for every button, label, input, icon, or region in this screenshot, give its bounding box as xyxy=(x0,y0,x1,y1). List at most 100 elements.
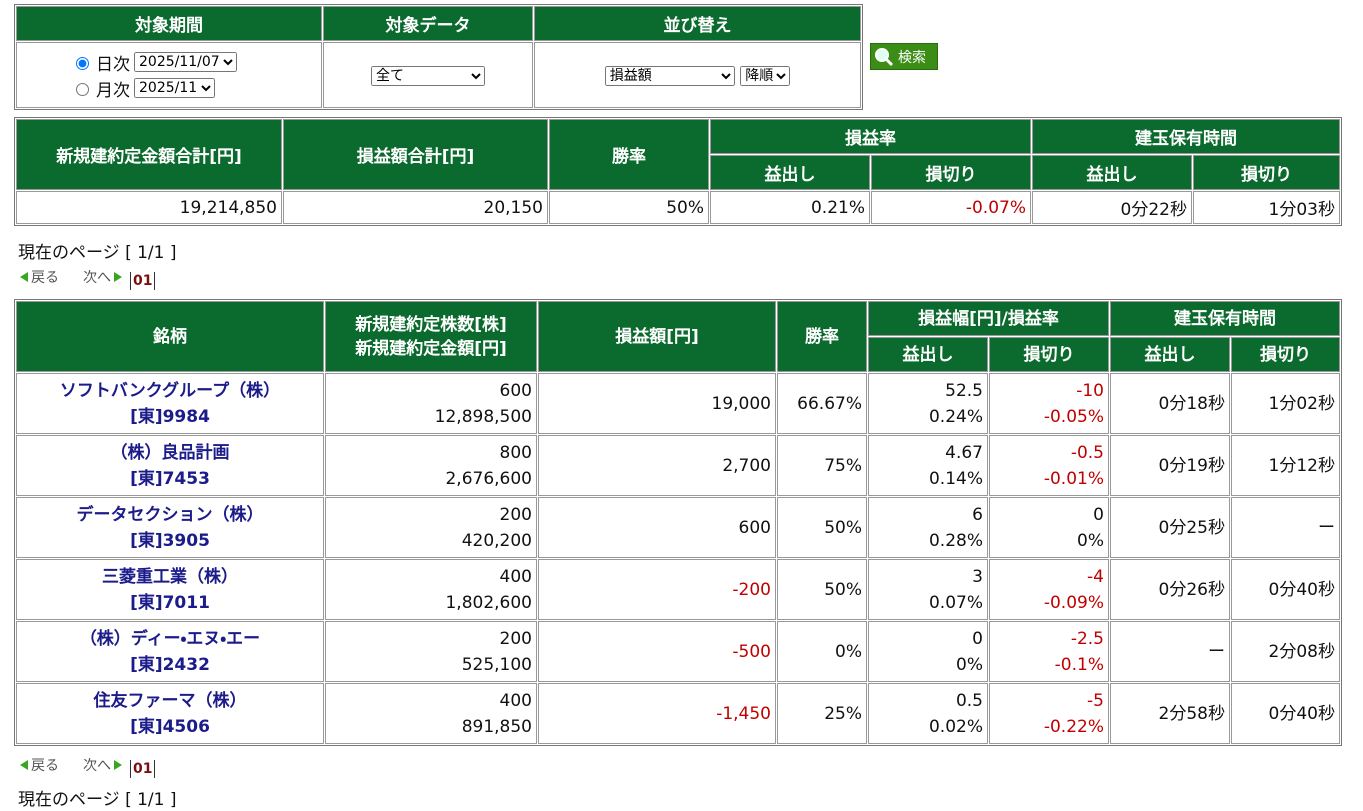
row: データセクション（株） [東]3905 200 420,200 600 50% 6 0.28%… xyxy=(16,497,1340,558)
stock-link-line[interactable]: データセクション（株） xyxy=(76,504,264,525)
row: ソフトバンクグループ（株） [東]9984 600 12,898,500 19,000 6… xyxy=(16,373,1340,434)
date-select[interactable]: 2025/11/07 xyxy=(134,52,237,72)
radio-label: 月次 xyxy=(96,80,130,101)
loss-width: -0.5 -0.01% xyxy=(989,435,1109,496)
subheader: 益出し xyxy=(1110,337,1230,372)
summary-table: 新規建約定金額合計[円] 損益額合計[円] 勝率 損益率 建玉保有時間 益出し … xyxy=(14,117,1342,226)
stock-link[interactable]: 三菱重工業（株） [東]7011 xyxy=(16,559,324,620)
stock-link[interactable]: ソフトバンクグループ（株） [東]9984 xyxy=(16,373,324,434)
stock-link-line[interactable]: [東]9984 xyxy=(130,406,210,427)
stock-link-line[interactable]: [東]7453 xyxy=(130,468,210,489)
pnl: 19,000 xyxy=(538,373,776,434)
hold-time: 2分58秒 xyxy=(1110,683,1230,744)
loss-width: -10 -0.05% xyxy=(989,373,1109,434)
header-line: 新規建約定株数[株] xyxy=(355,314,507,335)
stock-link-line[interactable]: [東]4506 xyxy=(130,716,210,737)
summary-value: 50% xyxy=(549,191,709,224)
search-label: 検索 xyxy=(898,49,926,66)
shares-amount: 200 420,200 xyxy=(325,497,537,558)
prev-icon xyxy=(20,272,28,282)
radio[interactable] xyxy=(76,83,89,96)
stock-link[interactable]: 住友ファーマ（株） [東]4506 xyxy=(16,683,324,744)
loss-width-line: -0.01% xyxy=(1043,468,1104,489)
header: 新規建約定株数[株] 新規建約定金額[円] xyxy=(325,301,537,372)
subheader: 損切り xyxy=(1193,155,1340,190)
header: 建玉保有時間 xyxy=(1110,301,1340,336)
shares-amount: 200 525,100 xyxy=(325,621,537,682)
period-row: 月次 2025/11 xyxy=(71,75,317,101)
hold-time: 1分12秒 xyxy=(1231,435,1340,496)
hold-time: 2分08秒 xyxy=(1231,621,1340,682)
page-link[interactable]: 01 xyxy=(130,760,156,778)
win-rate: 25% xyxy=(777,683,867,744)
stock-link[interactable]: （株）ディー・エヌ・エー [東]2432 xyxy=(16,621,324,682)
stock-link-line[interactable]: [東]3905 xyxy=(130,530,210,551)
stock-link[interactable]: データセクション（株） [東]3905 xyxy=(16,497,324,558)
row: （株）良品計画 [東]7453 800 2,676,600 2,700 75% 4.67 0.… xyxy=(16,435,1340,496)
next-icon xyxy=(114,272,122,282)
row: 住友ファーマ（株） [東]4506 400 891,850 -1,450 25% 0.5 0.… xyxy=(16,683,1340,744)
hold-time: 0分25秒 xyxy=(1110,497,1230,558)
header: 損益額[円] xyxy=(538,301,776,372)
search-button[interactable]: 検索 xyxy=(870,43,938,70)
data-select[interactable]: 全て xyxy=(371,65,485,86)
loss-width-line: -4 xyxy=(1087,566,1104,587)
header: 損益額合計[円] xyxy=(283,119,548,190)
summary-value: 0分22秒 xyxy=(1032,191,1192,224)
date-select[interactable]: 2025/11 xyxy=(134,78,215,98)
subheader: 益出し xyxy=(868,337,988,372)
win-rate: 75% xyxy=(777,435,867,496)
profit-width-line: 52.5 xyxy=(945,380,983,401)
header: 対象期間 xyxy=(16,6,322,41)
shares-amount-line: 600 xyxy=(499,380,532,401)
radio[interactable] xyxy=(76,57,89,70)
stock-link-line[interactable]: [東]2432 xyxy=(130,654,210,675)
win-rate: 50% xyxy=(777,497,867,558)
shares-amount-line: 2,676,600 xyxy=(445,468,532,489)
pnl: -500 xyxy=(538,621,776,682)
summary-value: 0.21% xyxy=(710,191,870,224)
stock-link[interactable]: （株）良品計画 [東]7453 xyxy=(16,435,324,496)
profit-width: 0 0% xyxy=(868,621,988,682)
profit-width-line: 0.24% xyxy=(928,406,983,427)
header: 並び替え xyxy=(534,6,861,41)
win-rate: 0% xyxy=(777,621,867,682)
header: 銘柄 xyxy=(16,301,324,372)
next-link[interactable]: 次へ xyxy=(83,758,111,774)
prev-icon xyxy=(20,760,28,770)
loss-width-line: -0.22% xyxy=(1043,716,1104,737)
stock-link-line[interactable]: （株）良品計画 xyxy=(110,442,230,463)
shares-amount: 400 1,802,600 xyxy=(325,559,537,620)
pnl: -1,450 xyxy=(538,683,776,744)
loss-width-line: -2.5 xyxy=(1070,628,1104,649)
sort-select[interactable]: 損益額 xyxy=(604,65,735,86)
prev-link[interactable]: 戻る xyxy=(31,270,59,286)
stock-link-line[interactable]: [東]7011 xyxy=(130,592,210,613)
loss-width-line: 0 xyxy=(1093,504,1104,525)
next-link[interactable]: 次へ xyxy=(83,270,111,286)
shares-amount-line: 1,802,600 xyxy=(445,592,532,613)
profit-width-line: 0.14% xyxy=(928,468,983,489)
shares-amount-line: 800 xyxy=(499,442,532,463)
loss-width: 0 0% xyxy=(989,497,1109,558)
loss-width-line: -0.1% xyxy=(1054,654,1104,675)
stock-link-line[interactable]: 三菱重工業（株） xyxy=(102,566,238,587)
hold-time: 1分02秒 xyxy=(1231,373,1340,434)
profit-width-line: 0.02% xyxy=(928,716,983,737)
stock-link-line[interactable]: ソフトバンクグループ（株） xyxy=(59,380,281,401)
stock-link-line[interactable]: （株）ディー・エヌ・エー xyxy=(79,628,261,649)
sort-cell: 損益額 降順 xyxy=(534,42,861,108)
loss-width: -4 -0.09% xyxy=(989,559,1109,620)
profit-width: 4.67 0.14% xyxy=(868,435,988,496)
search-icon xyxy=(875,47,894,66)
row: 三菱重工業（株） [東]7011 400 1,802,600 -200 50% 3 0.07%… xyxy=(16,559,1340,620)
loss-width-line: -5 xyxy=(1087,690,1104,711)
prev-link[interactable]: 戻る xyxy=(31,758,59,774)
shares-amount-line: 891,850 xyxy=(461,716,532,737)
pnl: -200 xyxy=(538,559,776,620)
page-link[interactable]: 01 xyxy=(130,272,156,290)
stock-link-line[interactable]: 住友ファーマ（株） xyxy=(93,690,247,711)
order-select[interactable]: 降順 xyxy=(740,65,791,86)
shares-amount-line: 400 xyxy=(499,690,532,711)
